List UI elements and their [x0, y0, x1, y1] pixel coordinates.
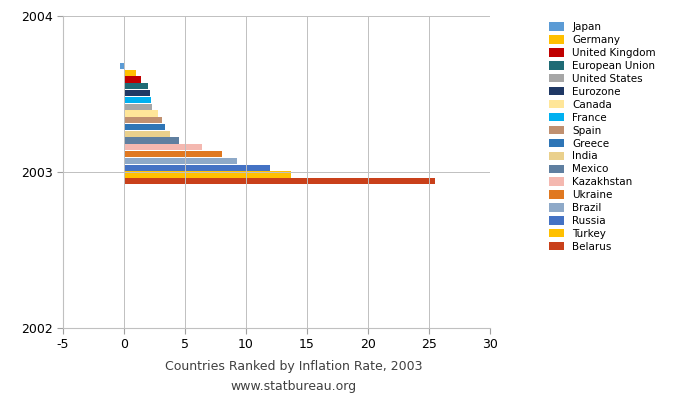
Bar [124, 83, 148, 89]
Bar [124, 90, 150, 96]
Bar [120, 63, 124, 69]
Bar [124, 124, 165, 130]
Bar [124, 138, 179, 144]
Bar [124, 76, 141, 83]
Text: Countries Ranked by Inflation Rate, 2003: Countries Ranked by Inflation Rate, 2003 [165, 360, 423, 373]
Bar [124, 97, 150, 103]
Bar [124, 158, 237, 164]
Bar [124, 171, 291, 178]
Bar [124, 104, 152, 110]
Bar [124, 144, 202, 150]
Bar [124, 110, 158, 116]
Bar [124, 117, 162, 123]
Bar [124, 178, 435, 184]
Bar [124, 70, 136, 76]
Bar [124, 151, 222, 157]
Bar [124, 131, 170, 137]
Bar [124, 164, 270, 171]
Text: www.statbureau.org: www.statbureau.org [231, 380, 357, 393]
Legend: Japan, Germany, United Kingdom, European Union, United States, Eurozone, Canada,: Japan, Germany, United Kingdom, European… [545, 18, 660, 256]
